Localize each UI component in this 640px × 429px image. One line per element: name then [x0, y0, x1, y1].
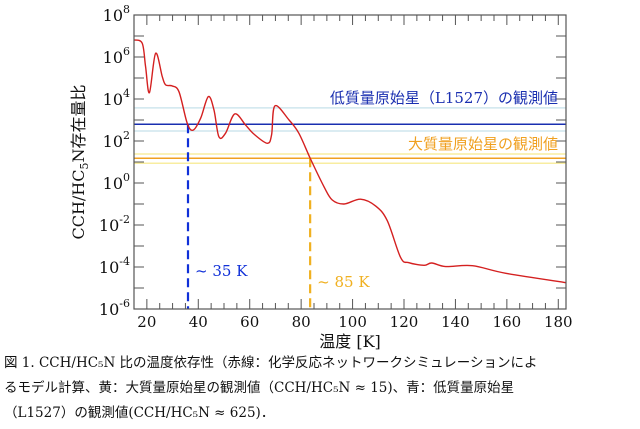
series-line — [133, 39, 567, 284]
chart: ~ 35 K ~ 85 K 20 40 60 80 100 120 140 160 180 108 1… — [69, 3, 573, 350]
axis-ticks — [133, 14, 566, 310]
x-tick-label: 80 — [292, 313, 311, 331]
y-tick-label: 100 — [103, 171, 130, 193]
caption-line: 図 1. CCH/HC₅N 比の温度依存性（赤線：化学反応ネットワークシミュレー… — [4, 355, 538, 371]
tick-labels: 20 40 60 80 100 120 140 160 180 108 106 104 102 100 10… — [99, 3, 573, 331]
reference-label: 大質量原始星の観測値 — [408, 135, 558, 153]
x-axis-label: 温度 [K] — [319, 332, 381, 350]
y-axis-label: CCH/HC5N存在量比 — [69, 84, 91, 239]
reference-label: 低質量原始星（L1527）の観測値 — [330, 89, 558, 107]
x-tick-label: 180 — [544, 313, 573, 331]
x-tick-label: 140 — [441, 313, 470, 331]
y-tick-label: 104 — [103, 87, 130, 109]
x-tick-label: 20 — [137, 313, 156, 331]
caption-line: るモデル計算、黄：大質量原始星の観測値（CCH/HC₅N ≈ 15)、青：低質量… — [4, 380, 515, 396]
figure-caption: 図 1. CCH/HC₅N 比の温度依存性（赤線：化学反応ネットワークシミュレー… — [4, 351, 638, 426]
x-tick-label: 40 — [189, 313, 208, 331]
reference-bands — [134, 107, 566, 165]
caption-line: （L1527）の観測値(CCH/HC₅N ≈ 625)． — [4, 405, 275, 421]
reference-lines — [134, 123, 566, 160]
vertical-marker-label: ~ 85 K — [317, 273, 370, 291]
x-tick-label: 60 — [240, 313, 259, 331]
x-tick-label: 120 — [390, 313, 419, 331]
x-tick-label: 160 — [493, 313, 522, 331]
y-tick-label: 108 — [103, 3, 130, 25]
vertical-marker-label: ~ 35 K — [195, 262, 248, 280]
y-tick-label: 102 — [103, 129, 130, 151]
y-tick-label: 10-6 — [99, 297, 130, 319]
y-tick-label: 10-2 — [99, 213, 130, 235]
y-tick-label: 106 — [103, 45, 130, 67]
y-tick-label: 10-4 — [99, 255, 130, 277]
vertical-markers: ~ 35 K ~ 85 K — [186, 124, 370, 309]
x-tick-label: 100 — [338, 313, 367, 331]
